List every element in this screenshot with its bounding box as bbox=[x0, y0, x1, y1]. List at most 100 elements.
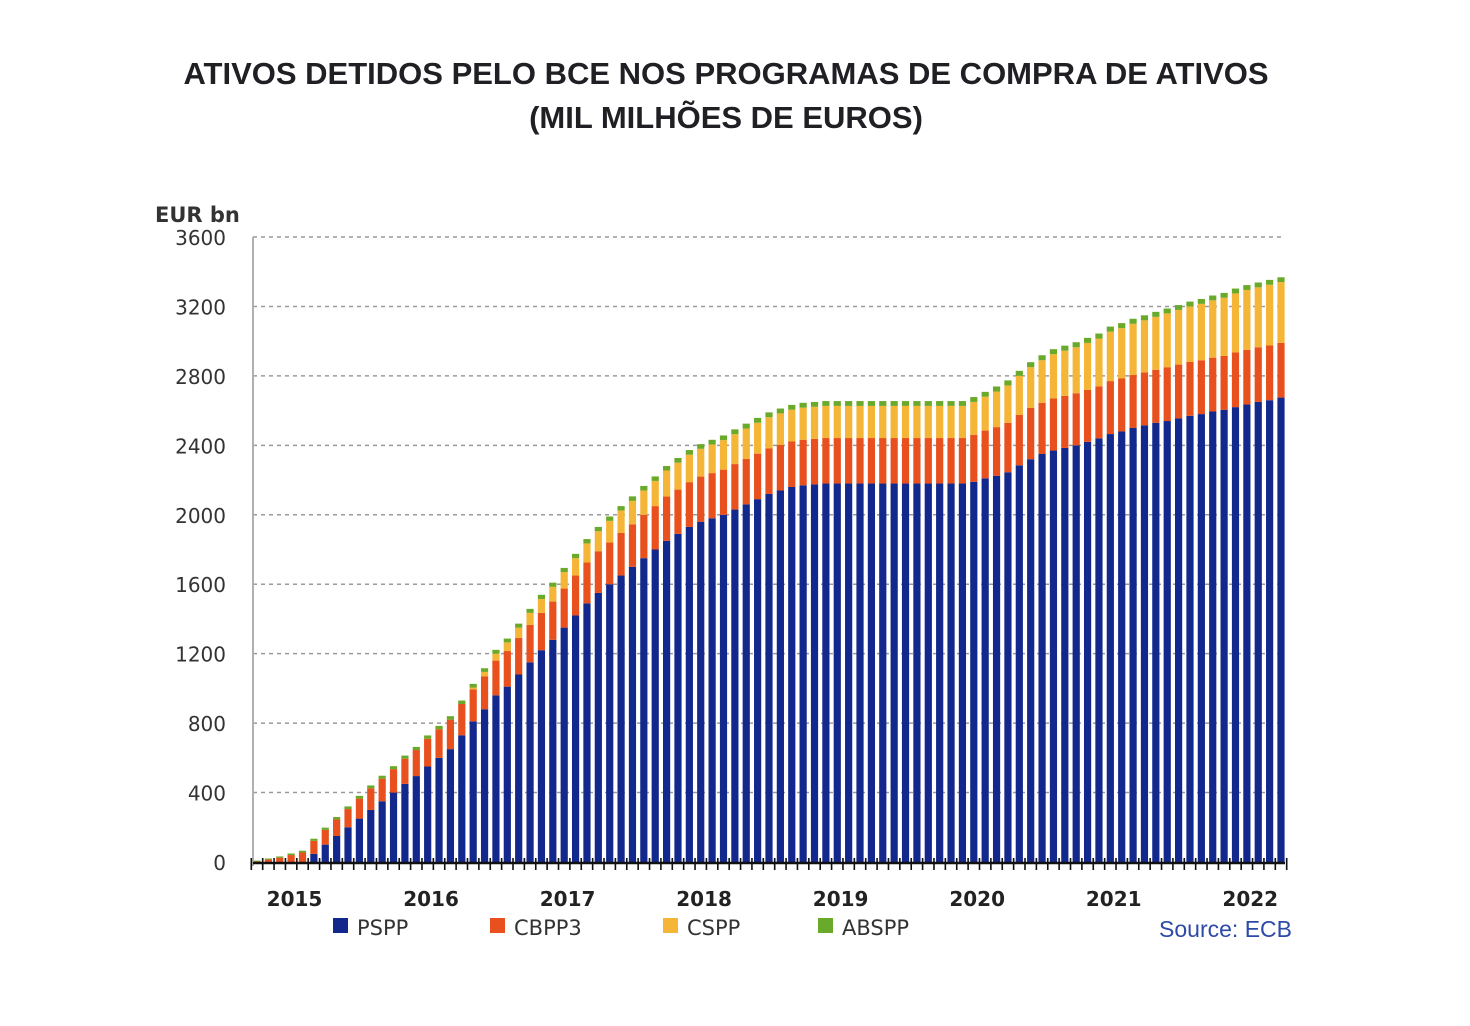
bar-segment-cbpp3 bbox=[1140, 372, 1149, 426]
bar-segment-abspp bbox=[389, 766, 398, 770]
bar-segment-pspp bbox=[1083, 441, 1092, 862]
bar-segment-cbpp3 bbox=[1072, 393, 1080, 446]
legend-swatch bbox=[333, 918, 348, 933]
bar-segment-cspp bbox=[731, 434, 739, 465]
bar-segment-pspp bbox=[503, 686, 511, 862]
bar-segment-cspp bbox=[958, 405, 967, 439]
y-tick-label: 800 bbox=[188, 712, 226, 736]
bar-stack bbox=[879, 401, 887, 862]
bar-segment-abspp bbox=[1163, 308, 1171, 314]
bar-segment-abspp bbox=[606, 516, 614, 521]
bar-segment-abspp bbox=[719, 435, 728, 441]
bar-segment-cbpp3 bbox=[719, 469, 728, 515]
bar-stack bbox=[537, 594, 546, 862]
bar-segment-abspp bbox=[708, 439, 716, 445]
bar-segment-abspp bbox=[1243, 285, 1251, 290]
bar-segment-cspp bbox=[1027, 367, 1035, 409]
bar-segment-cbpp3 bbox=[958, 438, 967, 484]
bar-segment-cspp bbox=[617, 510, 625, 534]
bar-stack bbox=[856, 401, 864, 862]
bar-segment-abspp bbox=[1129, 318, 1137, 324]
bar-segment-pspp bbox=[901, 483, 910, 862]
bar-segment-abspp bbox=[640, 485, 648, 491]
bar-segment-cbpp3 bbox=[515, 638, 523, 675]
bar-segment-cbpp3 bbox=[560, 588, 568, 628]
bar-segment-cspp bbox=[469, 687, 477, 690]
source-label: Source: ECB bbox=[1159, 916, 1292, 942]
bar-stack bbox=[276, 856, 284, 862]
bar-segment-abspp bbox=[594, 526, 602, 532]
legend-item-cspp: CSPP bbox=[663, 916, 740, 940]
bar-stack bbox=[412, 746, 420, 862]
bar-segment-pspp bbox=[879, 483, 887, 862]
bar-segment-abspp bbox=[412, 746, 420, 751]
bar-segment-cbpp3 bbox=[651, 506, 659, 550]
bar-segment-cspp bbox=[708, 444, 716, 474]
bar-segment-abspp bbox=[981, 391, 989, 397]
bar-segment-cspp bbox=[833, 405, 841, 439]
bar-segment-cbpp3 bbox=[1061, 395, 1069, 448]
bar-stack bbox=[469, 683, 477, 863]
bar-segment-abspp bbox=[344, 806, 352, 810]
bar-segment-abspp bbox=[549, 582, 557, 587]
bar-segment-abspp bbox=[378, 775, 386, 779]
bar-segment-abspp bbox=[435, 725, 443, 730]
bar-segment-cspp bbox=[697, 448, 705, 477]
bar-segment-abspp bbox=[1038, 355, 1046, 361]
bar-segment-cspp bbox=[810, 406, 819, 439]
bar-stack bbox=[1140, 315, 1149, 862]
y-tick-label: 1600 bbox=[175, 573, 226, 597]
chart-title: ATIVOS DETIDOS PELO BCE NOS PROGRAMAS DE… bbox=[0, 52, 1452, 140]
bar-segment-pspp bbox=[571, 615, 580, 862]
bar-stack bbox=[424, 735, 432, 862]
bar-segment-pspp bbox=[651, 549, 659, 862]
bar-segment-abspp bbox=[958, 401, 967, 406]
bar-stack bbox=[1231, 288, 1240, 862]
bar-segment-cspp bbox=[583, 543, 591, 563]
bar-segment-cbpp3 bbox=[1175, 364, 1183, 419]
bar-segment-abspp bbox=[810, 401, 819, 407]
bar-segment-pspp bbox=[1027, 459, 1035, 862]
y-tick-label: 3600 bbox=[175, 226, 226, 250]
bar-segment-pspp bbox=[1197, 414, 1205, 862]
bar-segment-cspp bbox=[571, 558, 580, 576]
bar-segment-abspp bbox=[492, 649, 500, 654]
bar-segment-cbpp3 bbox=[936, 438, 944, 484]
bar-stack bbox=[1209, 295, 1217, 862]
bar-segment-cspp bbox=[492, 653, 500, 661]
bar-segment-cspp bbox=[924, 405, 932, 439]
bar-segment-abspp bbox=[1106, 326, 1114, 332]
bar-segment-cbpp3 bbox=[731, 464, 739, 510]
bar-segment-cspp bbox=[674, 462, 682, 490]
y-axis-ticks: 0 400 800 1200 1600 2000 2400 2800 3200 3600 bbox=[175, 226, 226, 875]
bar-segment-abspp bbox=[822, 401, 830, 406]
bar-segment-cspp bbox=[936, 405, 944, 439]
bar-stack bbox=[936, 401, 944, 862]
bar-segment-pspp bbox=[1072, 445, 1080, 862]
bar-stack bbox=[1175, 305, 1183, 862]
bar-segment-abspp bbox=[628, 496, 637, 501]
bar-segment-abspp bbox=[947, 401, 955, 406]
x-year-label: 2021 bbox=[1086, 887, 1142, 911]
bar-stack bbox=[458, 700, 466, 862]
bar-segment-cbpp3 bbox=[1243, 349, 1251, 405]
bar-segment-pspp bbox=[628, 566, 637, 862]
bar-segment-cspp bbox=[776, 413, 784, 445]
bar-segment-pspp bbox=[389, 792, 398, 862]
bar-segment-cspp bbox=[1266, 284, 1274, 346]
bar-stack bbox=[571, 553, 580, 862]
legend-swatch bbox=[490, 918, 505, 933]
bar-segment-pspp bbox=[1004, 472, 1012, 862]
bar-segment-pspp bbox=[492, 695, 500, 862]
x-year-label: 2020 bbox=[949, 887, 1005, 911]
bar-stack bbox=[264, 858, 272, 862]
bar-stack bbox=[788, 404, 796, 862]
bar-segment-abspp bbox=[515, 623, 523, 628]
bar-segment-pspp bbox=[708, 518, 716, 862]
bar-segment-cbpp3 bbox=[526, 625, 534, 663]
bar-segment-abspp bbox=[1061, 345, 1069, 351]
bar-segment-cbpp3 bbox=[1163, 367, 1171, 422]
bar-stack bbox=[685, 450, 693, 862]
bar-stack bbox=[549, 582, 557, 862]
bar-segment-cbpp3 bbox=[856, 438, 864, 484]
